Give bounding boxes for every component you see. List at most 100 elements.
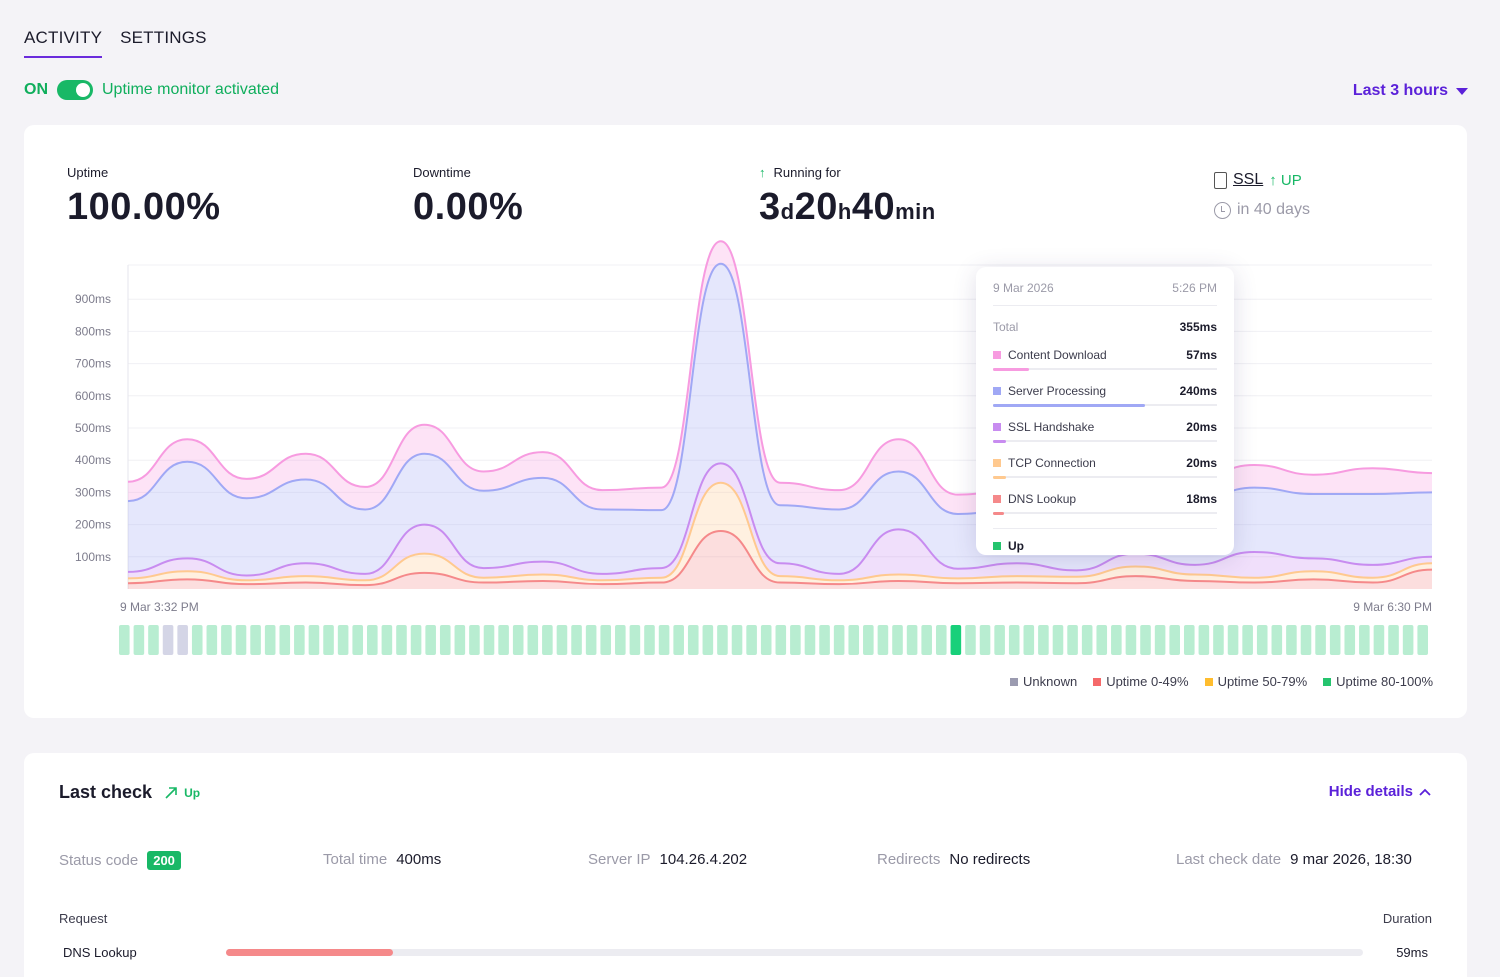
uptime-stat: Uptime 100.00% [67, 165, 221, 229]
legend-item: Uptime 0-49% [1093, 674, 1189, 689]
ssl-link[interactable]: SSL [1233, 171, 1264, 188]
downtime-stat: Downtime 0.00% [413, 165, 523, 229]
uptime-bar [498, 625, 509, 655]
running-value: 3d20h40min [759, 186, 936, 228]
request-duration: 59ms [1396, 945, 1428, 960]
uptime-bar [571, 625, 582, 655]
tooltip-total-row: Total 355ms [993, 320, 1217, 334]
uptime-bar [308, 625, 320, 655]
uptime-bar [965, 625, 976, 655]
ssl-status: SSL ↑ UP in 40 days [1214, 171, 1310, 219]
uptime-bar [1052, 625, 1064, 655]
tooltip-status: Up [993, 528, 1217, 553]
uptime-bar [1140, 625, 1151, 655]
redirects-info: Redirects No redirects [877, 851, 1031, 868]
series-area [128, 263, 1432, 576]
uptime-bar [804, 625, 816, 655]
uptime-bar [410, 625, 422, 655]
clock-icon [1214, 201, 1231, 219]
legend-label: Uptime 0-49% [1106, 674, 1189, 689]
tooltip-row-bar [993, 512, 1217, 515]
tooltip-row-bar [993, 476, 1217, 479]
status-code-badge: 200 [147, 851, 181, 870]
y-tick-label: 900ms [75, 292, 111, 306]
uptime-bar [848, 625, 860, 655]
series-color-icon [993, 459, 1001, 467]
series-color-icon [993, 495, 1001, 503]
tooltip-row-value: 57ms [1186, 348, 1217, 362]
legend-label: Uptime 80-100% [1336, 674, 1433, 689]
uptime-bar [483, 625, 495, 655]
uptime-bar [294, 625, 305, 655]
legend-swatch [1204, 677, 1213, 686]
uptime-bar [950, 625, 962, 655]
response-time-chart[interactable]: 900ms 800ms 700ms 600ms 500ms 400ms 300ms 200ms… [24, 125, 1467, 718]
series-line [127, 462, 1433, 577]
activity-card: Uptime 100.00% Downtime 0.00% ↑ Running f… [24, 125, 1467, 718]
tooltip-row-label: Content Download [1008, 348, 1107, 362]
tooltip-row: Content Download 57ms [993, 348, 1217, 362]
series-line [127, 530, 1433, 587]
series-area [128, 463, 1432, 581]
monitor-toggle-switch[interactable] [57, 80, 93, 100]
uptime-bar [425, 625, 436, 655]
uptime-bar [542, 625, 553, 655]
tooltip-row-bar-fill [993, 404, 1146, 407]
legend-item: Uptime 50-79% [1204, 674, 1307, 689]
uptime-bar [979, 625, 991, 655]
uptime-bar [512, 625, 524, 655]
uptime-bar [833, 625, 845, 655]
uptime-bar [1198, 625, 1210, 655]
uptime-bar [469, 625, 480, 655]
uptime-bar [177, 625, 188, 655]
uptime-bar [221, 625, 232, 655]
running-stat: ↑ Running for 3d20h40min [759, 165, 936, 229]
uptime-bar [1315, 625, 1326, 655]
uptime-bar [1402, 625, 1414, 655]
uptime-bar [687, 625, 699, 655]
chevron-up-icon [1419, 788, 1431, 796]
tooltip-row: DNS Lookup 18ms [993, 492, 1217, 506]
uptime-bar [746, 625, 757, 655]
uptime-label: Uptime [67, 165, 109, 180]
tooltip-row: SSL Handshake 20ms [993, 420, 1217, 434]
legend-swatch [1323, 677, 1332, 686]
time-range-label: Last 3 hours [1352, 82, 1448, 99]
tooltip-row-label: Server Processing [1008, 384, 1107, 398]
x-end-label: 9 Mar 6:30 PM [1353, 600, 1432, 614]
uptime-bar [790, 625, 801, 655]
uptime-bar [1373, 625, 1385, 655]
tooltip-row-value: 18ms [1186, 492, 1217, 506]
uptime-bar [323, 625, 334, 655]
downtime-value: 0.00% [413, 186, 524, 228]
uptime-bar [644, 625, 655, 655]
hide-details-button[interactable]: Hide details [1329, 783, 1431, 800]
series-color-icon [993, 423, 1001, 431]
uptime-bar [235, 625, 247, 655]
uptime-bar [1111, 625, 1122, 655]
series-area [128, 241, 1432, 514]
time-range-dropdown[interactable]: Last 3 hours [1353, 82, 1468, 100]
tooltip-row-bar [993, 368, 1217, 371]
uptime-bar [615, 625, 626, 655]
uptime-bar [1388, 625, 1399, 655]
document-icon [1214, 171, 1227, 189]
uptime-bar [279, 625, 291, 655]
status-square-icon [993, 542, 1001, 550]
uptime-bar [367, 625, 378, 655]
uptime-bar [527, 625, 539, 655]
uptime-bar [191, 625, 203, 655]
tab-activity[interactable]: ACTIVITY [24, 28, 103, 58]
uptime-bar [658, 625, 670, 655]
tab-settings[interactable]: SETTINGS [120, 28, 207, 47]
legend-item: Unknown [1009, 674, 1078, 689]
uptime-bar [250, 625, 261, 655]
legend-label: Unknown [1022, 674, 1078, 689]
y-tick-label: 500ms [75, 421, 111, 435]
tooltip-row: Server Processing 240ms [993, 384, 1217, 398]
uptime-bar [1169, 625, 1180, 655]
tooltip-row-bar-fill [993, 368, 1029, 371]
y-tick-label: 600ms [75, 389, 111, 403]
uptime-bar [1183, 625, 1195, 655]
y-tick-label: 700ms [75, 357, 111, 371]
